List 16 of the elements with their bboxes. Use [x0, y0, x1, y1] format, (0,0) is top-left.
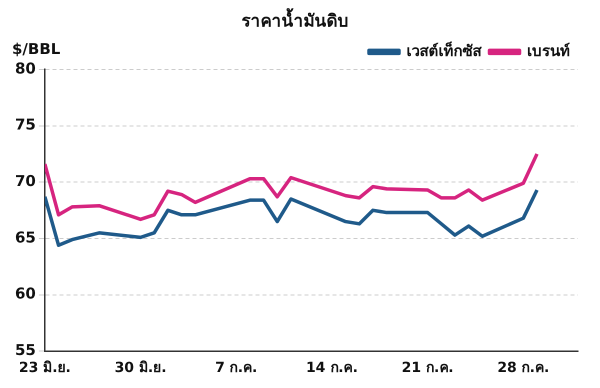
y-axis-title: $/BBL	[12, 40, 61, 58]
y-tick-label: 65	[15, 228, 36, 246]
chart-title: ราคาน้ำมันดิบ	[242, 8, 348, 32]
y-tick-label: 55	[15, 341, 36, 360]
x-tick-label: 14 ก.ค.	[306, 360, 358, 376]
y-tick-label: 80	[15, 59, 36, 78]
x-tick-label: 28 ก.ค.	[497, 360, 550, 376]
x-tick-label: 23 มิ.ย.	[18, 360, 71, 376]
y-tick-label: 70	[15, 172, 36, 190]
legend-label: เบรนท์	[527, 42, 570, 60]
y-tick-label: 60	[15, 284, 36, 303]
x-tick-label: 7 ก.ค.	[215, 360, 258, 376]
x-tick-label: 30 มิ.ย.	[114, 360, 167, 376]
y-tick-label: 75	[15, 116, 36, 134]
x-tick-label: 21 ก.ค.	[402, 360, 454, 376]
legend-label: เวสต์เท็กซัส	[406, 40, 482, 60]
